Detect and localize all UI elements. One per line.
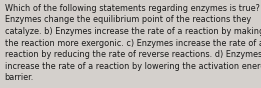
Text: barrier.: barrier. (5, 73, 34, 82)
Text: Which of the following statements regarding enzymes is true? a): Which of the following statements regard… (5, 4, 261, 13)
Text: increase the rate of a reaction by lowering the activation energy: increase the rate of a reaction by lower… (5, 62, 261, 71)
Text: the reaction more exergonic. c) Enzymes increase the rate of a: the reaction more exergonic. c) Enzymes … (5, 39, 261, 48)
Text: reaction by reducing the rate of reverse reactions. d) Enzymes: reaction by reducing the rate of reverse… (5, 50, 261, 59)
Text: catalyze. b) Enzymes increase the rate of a reaction by making: catalyze. b) Enzymes increase the rate o… (5, 27, 261, 36)
Text: Enzymes change the equilibrium point of the reactions they: Enzymes change the equilibrium point of … (5, 15, 251, 24)
